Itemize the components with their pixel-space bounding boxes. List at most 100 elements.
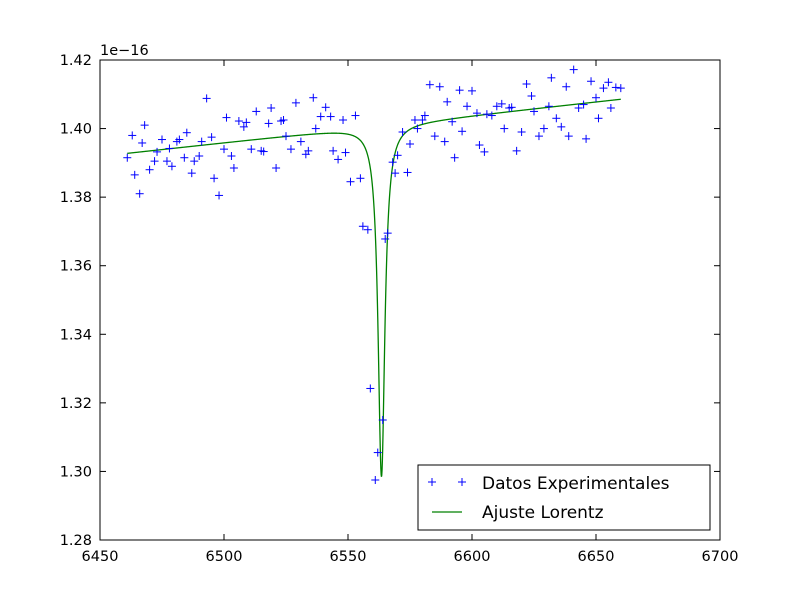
x-tick-label: 6650 [578,549,615,565]
data-point [252,107,261,116]
data-point [534,132,543,141]
data-point [153,147,162,156]
data-point [569,65,578,74]
fit-line-ajuste-lorentz [127,98,621,477]
data-point [242,118,251,127]
data-point [316,112,325,121]
data-point [594,114,603,123]
data-point [604,78,613,87]
data-point [388,158,397,167]
x-tick-label: 6700 [702,549,739,565]
y-tick-label: 1.28 [60,533,92,549]
x-tick-label: 6500 [206,549,243,565]
data-point [487,111,496,120]
data-point [378,416,387,424]
data-point [215,191,224,200]
legend: Datos Experimentales Ajuste Lorentz [417,464,711,531]
data-point [180,153,189,162]
y-tick-label: 1.32 [60,396,92,412]
data-point [552,114,561,123]
data-point [227,152,236,160]
data-point [403,168,412,177]
data-point [165,144,174,153]
data-point [599,84,608,93]
data-point [539,124,548,133]
data-point [527,92,536,100]
data-point [190,157,199,166]
data-point [366,384,375,393]
x-tick-label: 6550 [330,549,367,565]
data-point [606,104,615,112]
data-point [158,135,166,144]
data-point [229,164,238,172]
data-point [162,157,171,166]
data-point [195,152,204,160]
y-tick-label: 1.34 [60,327,92,343]
legend-marker-datos-experimentales [428,478,466,486]
data-point [264,119,273,128]
data-point [326,112,335,121]
data-point [500,124,509,133]
data-point [187,169,196,178]
data-point [480,147,489,156]
data-point [406,140,414,148]
data-point [587,77,596,86]
data-point [363,225,372,234]
data-point [371,476,380,484]
data-point [492,102,501,111]
data-point [475,141,484,150]
y-offset-text: 1e−16 [100,43,149,59]
data-point [286,145,295,154]
data-point [329,146,338,155]
data-point [267,104,276,112]
data-point [544,102,553,111]
data-point [145,165,154,174]
data-point [239,122,248,131]
data-point [130,170,139,179]
legend-frame [417,464,711,531]
y-tick-label: 1.36 [60,259,92,275]
data-point [497,99,506,108]
data-point [420,111,429,120]
data-point [564,132,573,141]
data-point [304,146,313,155]
data-point [448,117,457,126]
data-point [339,116,348,124]
data-point [291,98,300,107]
x-tick-label: 6600 [454,549,491,565]
data-point [562,82,571,91]
data-point [440,137,449,146]
data-point [220,145,228,154]
data-point [517,128,526,136]
data-point [450,153,459,162]
data-point [334,155,343,164]
data-point [574,104,583,112]
data-point [557,122,566,131]
data-point [279,116,288,124]
data-point [413,124,422,133]
plot-frame [99,59,721,541]
data-point [393,151,402,160]
data-point [398,128,407,136]
y-tick-label: 1.40 [60,122,92,138]
data-point [455,86,464,95]
data-point [356,174,365,183]
data-point [530,107,538,116]
data-point [207,133,216,142]
data-point [468,86,476,95]
data-point [358,222,367,231]
data-point [309,93,318,102]
ticks-layer: 6450 6500 6550 6600 6650 6700 1.28 1.30 1.32 1.34… [60,53,739,565]
legend-label-ajuste-lorentz: Ajuste Lorentz [482,503,604,523]
data-point [202,94,211,103]
data-point [547,73,556,82]
data-point [482,110,491,119]
data-point [435,82,444,91]
data-point [430,132,439,141]
data-point [346,177,355,186]
data-point [611,83,620,92]
data-point [247,145,256,154]
legend-plus-marker [458,478,466,486]
fit-layer [127,98,621,477]
